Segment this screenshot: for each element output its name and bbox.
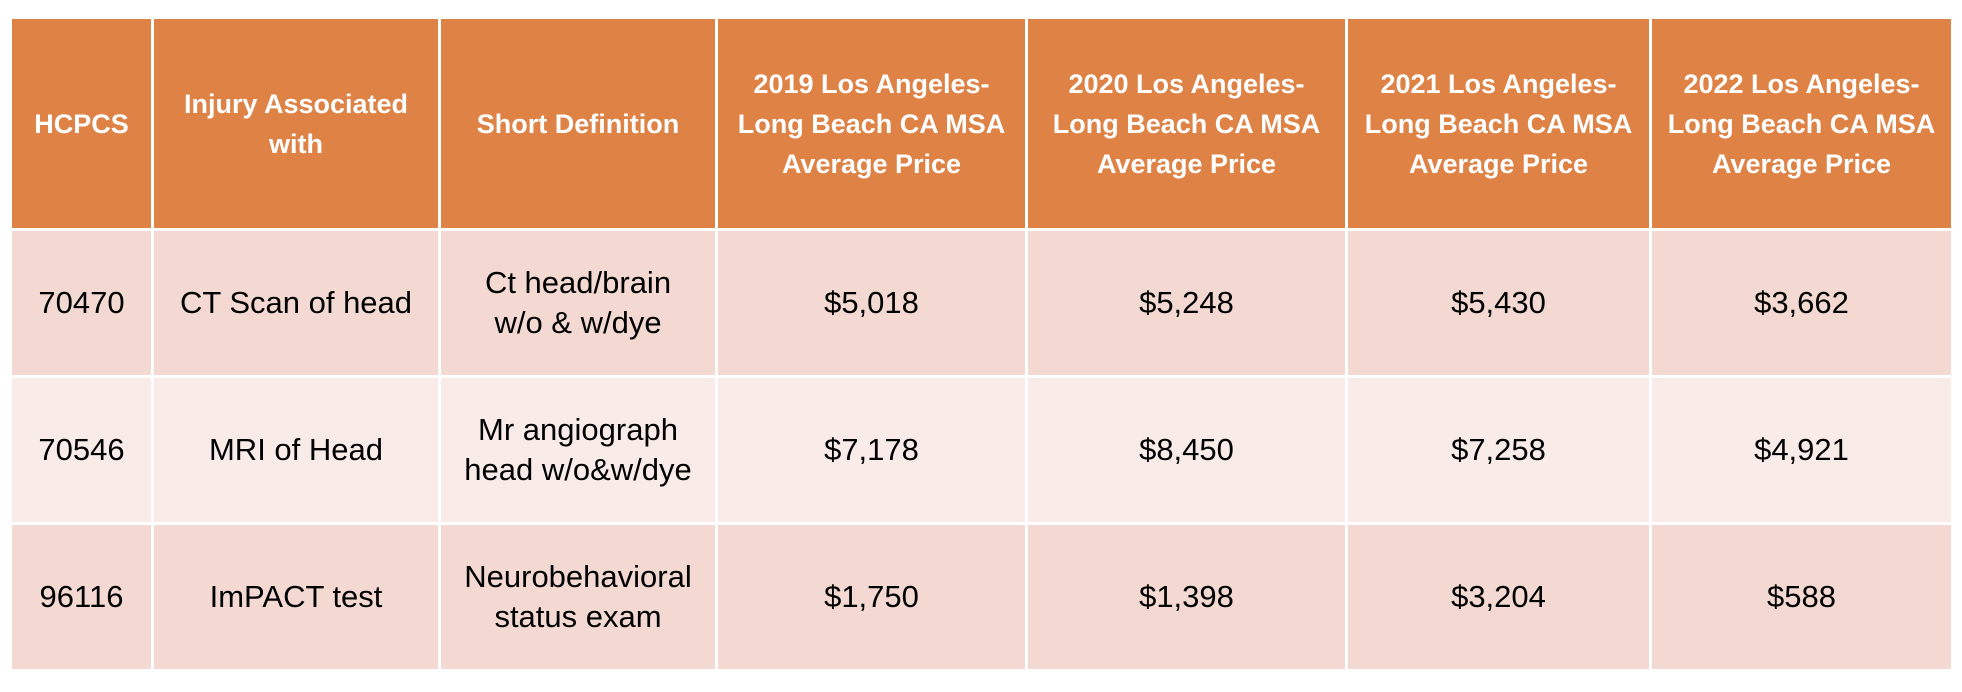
table-row: 70470 CT Scan of head Ct head/brain w/o … — [9, 228, 1954, 378]
definition-line: Neurobehavioral — [464, 559, 692, 594]
cell-hcpcs: 70546 — [9, 375, 154, 525]
cell-price-2019: $5,018 — [715, 228, 1028, 378]
definition-line: status exam — [494, 599, 662, 634]
header-2020: 2020 Los Angeles- Long Beach CA MSA Aver… — [1025, 16, 1348, 231]
header-text: Long Beach CA MSA — [1052, 108, 1321, 139]
cell-definition: Ct head/brain w/o & w/dye — [438, 228, 718, 378]
header-text: 2020 Los Angeles- — [1068, 68, 1305, 99]
header-2019: 2019 Los Angeles- Long Beach CA MSA Aver… — [715, 16, 1028, 231]
cell-price-2020: $1,398 — [1025, 522, 1348, 672]
cell-price-2021: $3,204 — [1345, 522, 1652, 672]
cell-price-2022: $588 — [1649, 522, 1954, 672]
header-text: Injury Associated — [183, 88, 409, 119]
table-row: 70546 MRI of Head Mr angiograph head w/o… — [9, 375, 1954, 525]
header-2021: 2021 Los Angeles- Long Beach CA MSA Aver… — [1345, 16, 1652, 231]
header-text: Average Price — [1096, 148, 1277, 179]
cell-price-2020: $8,450 — [1025, 375, 1348, 525]
cell-injury: MRI of Head — [151, 375, 441, 525]
header-2022: 2022 Los Angeles- Long Beach CA MSA Aver… — [1649, 16, 1954, 231]
header-text: Short Definition — [476, 108, 680, 139]
header-text: 2019 Los Angeles- — [753, 68, 990, 99]
cell-injury: ImPACT test — [151, 522, 441, 672]
cell-hcpcs: 70470 — [9, 228, 154, 378]
header-text: Long Beach CA MSA — [1667, 108, 1936, 139]
cell-price-2022: $3,662 — [1649, 228, 1954, 378]
cell-price-2021: $5,430 — [1345, 228, 1652, 378]
cell-definition: Neurobehavioral status exam — [438, 522, 718, 672]
definition-line: head w/o&w/dye — [464, 452, 692, 487]
table-row: 96116 ImPACT test Neurobehavioral status… — [9, 522, 1954, 672]
cell-price-2022: $4,921 — [1649, 375, 1954, 525]
header-text: 2022 Los Angeles- — [1683, 68, 1920, 99]
header-text: with — [269, 128, 323, 159]
header-text: HCPCS — [34, 108, 129, 139]
cell-definition: Mr angiograph head w/o&w/dye — [438, 375, 718, 525]
header-definition: Short Definition — [438, 16, 718, 231]
header-text: 2021 Los Angeles- — [1380, 68, 1617, 99]
cell-injury: CT Scan of head — [151, 228, 441, 378]
header-text: Average Price — [1408, 148, 1589, 179]
price-table: HCPCS Injury Associated with Short Defin… — [9, 16, 1954, 672]
cell-price-2020: $5,248 — [1025, 228, 1348, 378]
definition-line: w/o & w/dye — [494, 305, 662, 340]
cell-price-2019: $1,750 — [715, 522, 1028, 672]
header-hcpcs: HCPCS — [9, 16, 154, 231]
header-row: HCPCS Injury Associated with Short Defin… — [9, 16, 1954, 231]
cell-price-2021: $7,258 — [1345, 375, 1652, 525]
definition-line: Ct head/brain — [484, 265, 672, 300]
definition-line: Mr angiograph — [478, 412, 678, 447]
cell-hcpcs: 96116 — [9, 522, 154, 672]
cell-price-2019: $7,178 — [715, 375, 1028, 525]
header-text: Long Beach CA MSA — [1364, 108, 1633, 139]
header-text: Average Price — [1711, 148, 1892, 179]
header-injury: Injury Associated with — [151, 16, 441, 231]
header-text: Average Price — [781, 148, 962, 179]
header-text: Long Beach CA MSA — [737, 108, 1006, 139]
